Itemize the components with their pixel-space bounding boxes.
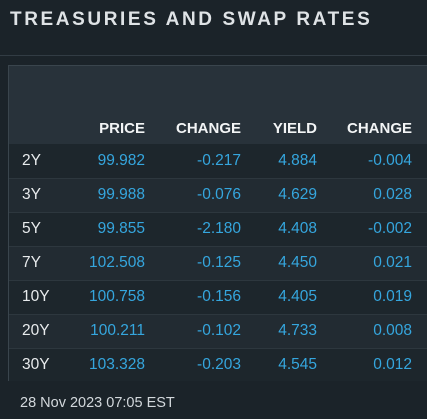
price-change-cell: -0.125 — [197, 254, 241, 271]
table-header: PRICE CHANGE YIELD CHANGE — [9, 66, 427, 144]
yield-change-cell: 0.028 — [373, 186, 412, 203]
column-header-yield: YIELD — [272, 120, 317, 137]
yield-change-cell: -0.002 — [368, 220, 412, 237]
yield-change-cell: 0.008 — [373, 322, 412, 339]
column-header-price-change: CHANGE — [175, 120, 241, 137]
table-row[interactable]: 10Y 100.758 -0.156 4.405 0.019 — [9, 280, 427, 314]
price-change-cell: -0.203 — [197, 356, 241, 373]
price-change-cell: -0.102 — [197, 322, 241, 339]
column-header-price: PRICE — [99, 120, 145, 137]
yield-cell: 4.545 — [278, 356, 317, 373]
tenor-cell: 3Y — [22, 186, 41, 203]
price-cell: 99.988 — [97, 186, 145, 203]
tenor-cell: 10Y — [22, 288, 50, 305]
price-change-cell: -0.076 — [197, 186, 241, 203]
yield-change-cell: 0.019 — [373, 288, 412, 305]
timestamp: 28 Nov 2023 07:05 EST — [20, 395, 175, 411]
yield-cell: 4.408 — [278, 220, 317, 237]
price-cell: 103.328 — [88, 356, 145, 373]
yield-change-cell: 0.021 — [373, 254, 412, 271]
widget-title: TREASURIES AND SWAP RATES — [10, 9, 373, 30]
yield-cell: 4.405 — [278, 288, 317, 305]
row-divider — [9, 246, 427, 247]
table-row[interactable]: 5Y 99.855 -2.180 4.408 -0.002 — [9, 212, 427, 246]
price-cell: 100.211 — [90, 322, 145, 339]
yield-cell: 4.733 — [278, 322, 317, 339]
yield-cell: 4.450 — [278, 254, 317, 271]
title-divider — [0, 55, 427, 56]
table-row[interactable]: 30Y 103.328 -0.203 4.545 0.012 — [9, 348, 427, 382]
rates-table: PRICE CHANGE YIELD CHANGE 2Y 99.982 -0.217… — [8, 65, 427, 381]
row-divider — [9, 212, 427, 213]
price-change-cell: -0.156 — [197, 288, 241, 305]
row-divider — [9, 280, 427, 281]
yield-cell: 4.629 — [278, 186, 317, 203]
row-divider — [9, 314, 427, 315]
tenor-cell: 5Y — [22, 220, 41, 237]
yield-change-cell: -0.004 — [368, 152, 412, 169]
table-row[interactable]: 20Y 100.211 -0.102 4.733 0.008 — [9, 314, 427, 348]
table-row[interactable]: 2Y 99.982 -0.217 4.884 -0.004 — [9, 144, 427, 178]
yield-cell: 4.884 — [278, 152, 317, 169]
row-divider — [9, 348, 427, 349]
price-change-cell: -0.217 — [197, 152, 241, 169]
tenor-cell: 30Y — [22, 356, 50, 373]
tenor-cell: 20Y — [22, 322, 50, 339]
price-cell: 102.508 — [88, 254, 145, 271]
row-divider — [9, 178, 427, 179]
yield-change-cell: 0.012 — [373, 356, 412, 373]
table-row[interactable]: 3Y 99.988 -0.076 4.629 0.028 — [9, 178, 427, 212]
price-cell: 100.758 — [88, 288, 145, 305]
tenor-cell: 7Y — [22, 254, 41, 271]
price-cell: 99.855 — [97, 220, 145, 237]
column-header-yield-change: CHANGE — [346, 120, 412, 137]
price-cell: 99.982 — [97, 152, 145, 169]
table-row[interactable]: 7Y 102.508 -0.125 4.450 0.021 — [9, 246, 427, 280]
price-change-cell: -2.180 — [197, 220, 241, 237]
tenor-cell: 2Y — [22, 152, 41, 169]
